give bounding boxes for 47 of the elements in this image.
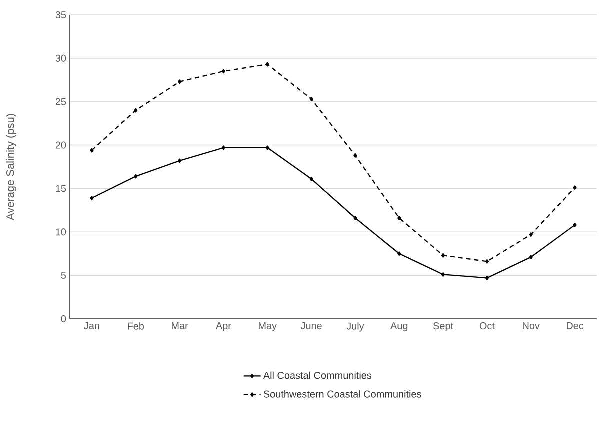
point (266, 146, 270, 150)
y-tick-label: 25 (56, 98, 66, 106)
x-tick-label: June (300, 322, 322, 330)
y-tick-label: 15 (56, 185, 66, 192)
point (529, 232, 533, 237)
point (90, 196, 94, 200)
point (178, 158, 182, 164)
point (222, 146, 226, 150)
point (485, 259, 490, 264)
point (354, 154, 358, 158)
x-tick-label: Oct (480, 322, 495, 330)
x-tick-label: Mar (172, 322, 188, 330)
y-axis-title: Average Salinity (psu) (6, 114, 16, 220)
point (398, 216, 402, 220)
point (573, 223, 577, 228)
x-tick-label: Dec (567, 322, 584, 330)
point (222, 69, 226, 74)
x-tick-label: Sept (434, 322, 454, 332)
point (354, 216, 358, 220)
y-tick-label: 5 (61, 272, 66, 280)
point (398, 252, 402, 256)
y-tick-label: 20 (56, 142, 66, 149)
y-tick-label: 35 (56, 11, 66, 19)
point (134, 174, 138, 179)
point (485, 276, 490, 280)
y-tick-label: 10 (56, 228, 66, 236)
x-tick-label: Aug (390, 322, 408, 332)
point (310, 97, 314, 102)
point (442, 272, 446, 277)
point (573, 186, 577, 190)
y-tick-label: 30 (56, 54, 66, 62)
x-tick-label: July (346, 322, 364, 332)
x-tick-label: Jan (84, 322, 100, 330)
y-tick-label: 0 (61, 315, 66, 323)
x-tick-label: May (259, 322, 278, 332)
point (529, 255, 533, 260)
legend-label: All Coastal Communities (263, 372, 372, 380)
point (90, 148, 94, 153)
point (266, 62, 270, 67)
point (442, 253, 446, 258)
legend-label: Southwestern Coastal Communities (264, 390, 422, 398)
x-tick-label: Nov (523, 322, 540, 330)
point (178, 80, 182, 84)
point (134, 108, 138, 113)
x-tick-label: Feb (128, 322, 144, 330)
x-tick-label: Apr (216, 322, 232, 332)
point (310, 176, 314, 182)
